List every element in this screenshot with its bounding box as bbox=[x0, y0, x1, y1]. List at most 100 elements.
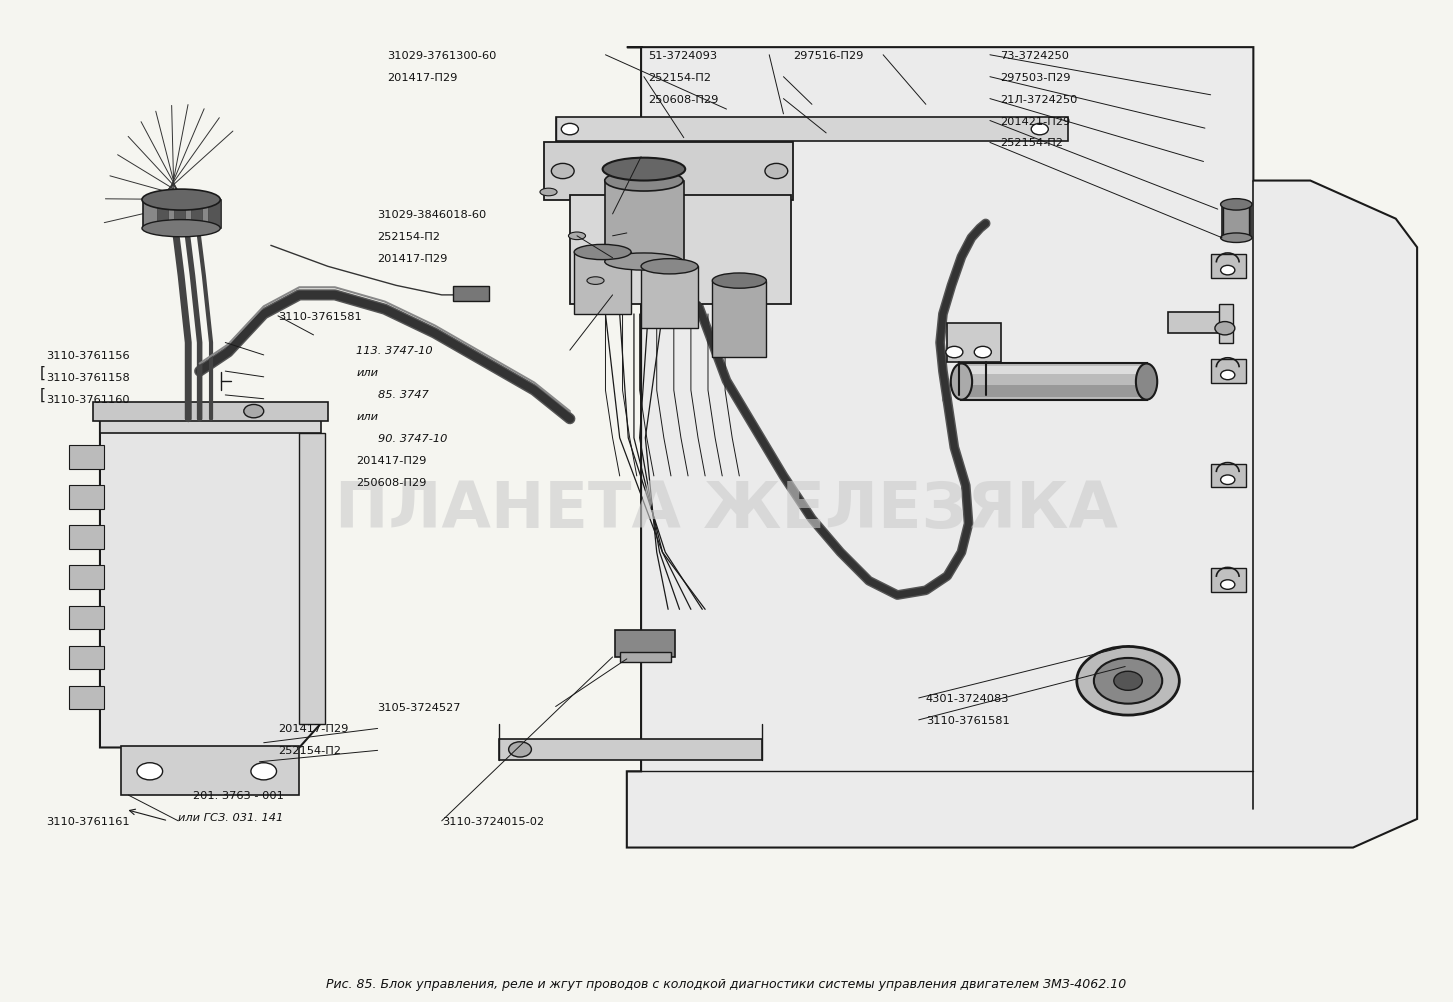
Polygon shape bbox=[100, 419, 321, 747]
Ellipse shape bbox=[568, 232, 586, 240]
Bar bbox=[712, 282, 766, 358]
Bar bbox=[1222, 205, 1251, 238]
Bar bbox=[1219, 305, 1234, 343]
Bar bbox=[1210, 569, 1247, 592]
Text: 90. 3747-10: 90. 3747-10 bbox=[378, 434, 448, 443]
Text: [: [ bbox=[41, 388, 46, 403]
Text: 85. 3747: 85. 3747 bbox=[378, 390, 429, 400]
Ellipse shape bbox=[541, 189, 556, 196]
Text: 73-3724250: 73-3724250 bbox=[1000, 51, 1069, 61]
Bar bbox=[68, 486, 105, 510]
Circle shape bbox=[251, 763, 276, 781]
Text: 201417-П29: 201417-П29 bbox=[278, 723, 349, 733]
Ellipse shape bbox=[1221, 199, 1252, 210]
Ellipse shape bbox=[142, 220, 221, 237]
Bar bbox=[545, 143, 793, 200]
Text: 31029-3761300-60: 31029-3761300-60 bbox=[388, 51, 497, 61]
Text: 3110-3761160: 3110-3761160 bbox=[46, 395, 129, 405]
Ellipse shape bbox=[604, 254, 683, 271]
Ellipse shape bbox=[950, 364, 972, 400]
Bar bbox=[157, 200, 169, 228]
Text: Рис. 85. Блок управления, реле и жгут проводов с колодкой диагностики системы уп: Рис. 85. Блок управления, реле и жгут пр… bbox=[327, 978, 1126, 990]
Ellipse shape bbox=[604, 171, 683, 191]
Circle shape bbox=[551, 164, 574, 179]
Bar bbox=[962, 367, 1146, 375]
Text: 252154-П2: 252154-П2 bbox=[648, 72, 711, 82]
Ellipse shape bbox=[587, 278, 604, 286]
Bar bbox=[68, 566, 105, 590]
Bar bbox=[570, 195, 790, 305]
Bar bbox=[68, 646, 105, 669]
Text: 201. 3763 - 001: 201. 3763 - 001 bbox=[192, 791, 283, 801]
Text: 250608-П29: 250608-П29 bbox=[648, 94, 719, 104]
Text: 252154-П2: 252154-П2 bbox=[278, 745, 341, 756]
Text: 297503-П29: 297503-П29 bbox=[1000, 72, 1071, 82]
Bar bbox=[555, 117, 1068, 141]
Text: ПЛАНЕТА ЖЕЛЕЗЯКА: ПЛАНЕТА ЖЕЛЕЗЯКА bbox=[336, 479, 1117, 541]
Bar bbox=[1168, 313, 1225, 334]
Bar bbox=[641, 267, 697, 329]
Circle shape bbox=[561, 124, 578, 135]
Circle shape bbox=[1114, 671, 1142, 690]
Circle shape bbox=[1221, 371, 1235, 381]
Text: 201417-П29: 201417-П29 bbox=[356, 455, 427, 465]
Circle shape bbox=[946, 347, 963, 359]
Ellipse shape bbox=[712, 274, 766, 289]
Bar bbox=[962, 364, 1146, 400]
Circle shape bbox=[1221, 580, 1235, 590]
Text: 3110-3761581: 3110-3761581 bbox=[926, 715, 1010, 725]
Bar bbox=[68, 685, 105, 709]
Bar bbox=[93, 402, 328, 421]
Text: 201417-П29: 201417-П29 bbox=[378, 254, 448, 264]
Bar bbox=[619, 652, 671, 662]
Text: или: или bbox=[356, 412, 378, 422]
Bar bbox=[1210, 255, 1247, 279]
Circle shape bbox=[975, 347, 991, 359]
Text: 3110-3761581: 3110-3761581 bbox=[278, 312, 362, 322]
Circle shape bbox=[1094, 658, 1162, 704]
Text: 3110-3724015-02: 3110-3724015-02 bbox=[442, 816, 543, 826]
Circle shape bbox=[1221, 476, 1235, 485]
Text: 201421-П29: 201421-П29 bbox=[1000, 116, 1071, 126]
Text: 201417-П29: 201417-П29 bbox=[388, 72, 458, 82]
Circle shape bbox=[764, 164, 788, 179]
Bar bbox=[1210, 464, 1247, 488]
Bar bbox=[574, 253, 631, 315]
Bar bbox=[208, 200, 219, 228]
Text: 252154-П2: 252154-П2 bbox=[378, 231, 440, 241]
Bar bbox=[192, 200, 202, 228]
Text: 4301-3724083: 4301-3724083 bbox=[926, 693, 1010, 703]
Ellipse shape bbox=[574, 245, 631, 261]
Bar bbox=[174, 200, 186, 228]
Text: 252154-П2: 252154-П2 bbox=[1000, 138, 1064, 148]
Ellipse shape bbox=[1221, 233, 1252, 243]
Bar bbox=[142, 200, 221, 228]
Bar bbox=[498, 739, 761, 761]
Bar bbox=[947, 324, 1001, 362]
Circle shape bbox=[137, 763, 163, 781]
Bar bbox=[453, 287, 488, 302]
Text: 3110-3761158: 3110-3761158 bbox=[46, 373, 129, 383]
Bar bbox=[962, 386, 1146, 398]
Text: [: [ bbox=[41, 366, 46, 381]
Ellipse shape bbox=[641, 260, 697, 275]
Circle shape bbox=[509, 742, 532, 758]
Bar bbox=[616, 630, 676, 657]
Text: 51-3724093: 51-3724093 bbox=[648, 51, 718, 61]
Bar bbox=[606, 181, 684, 263]
Text: 113. 3747-10: 113. 3747-10 bbox=[356, 346, 433, 356]
Bar bbox=[68, 446, 105, 470]
Text: 21Л-3724250: 21Л-3724250 bbox=[1000, 94, 1077, 104]
Bar bbox=[68, 526, 105, 550]
Ellipse shape bbox=[142, 190, 221, 210]
Bar bbox=[100, 410, 321, 434]
Text: или ГСЗ. 031. 141: или ГСЗ. 031. 141 bbox=[179, 813, 283, 823]
Text: 250608-П29: 250608-П29 bbox=[356, 477, 427, 487]
Polygon shape bbox=[626, 48, 1417, 848]
Bar bbox=[68, 606, 105, 629]
Ellipse shape bbox=[603, 158, 686, 181]
Bar bbox=[122, 745, 299, 796]
Circle shape bbox=[1221, 267, 1235, 276]
Text: 31029-3846018-60: 31029-3846018-60 bbox=[378, 209, 487, 219]
Circle shape bbox=[1032, 124, 1048, 135]
